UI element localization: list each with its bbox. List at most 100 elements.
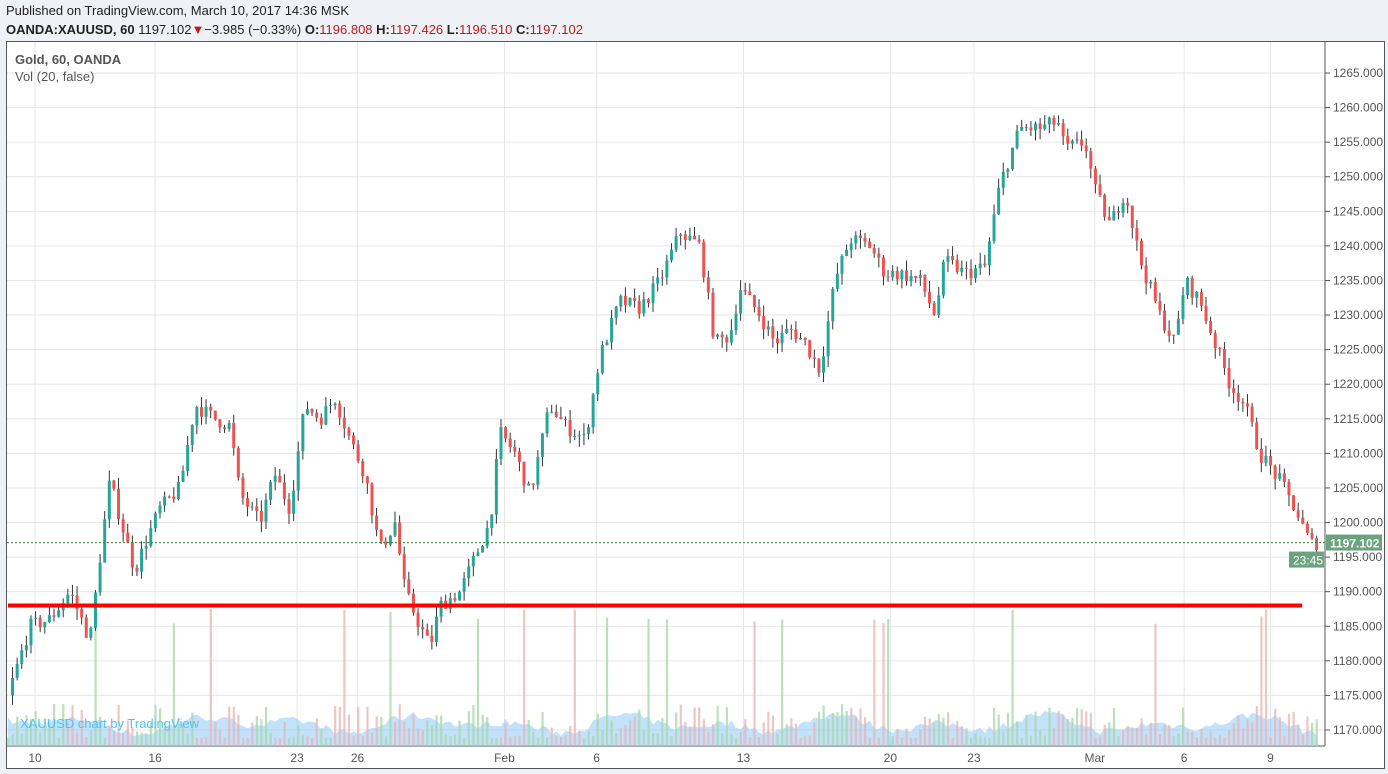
- volume-bar: [1112, 708, 1116, 746]
- volume-bar: [702, 719, 705, 746]
- volume-bar: [546, 737, 549, 746]
- candle-body: [1245, 403, 1249, 407]
- candle-body: [614, 306, 618, 319]
- candle-body: [803, 338, 807, 341]
- volume-bar: [790, 718, 793, 746]
- candle-body: [591, 394, 595, 428]
- candle-body: [914, 275, 918, 279]
- candle-body: [117, 488, 121, 520]
- volume-bar: [762, 722, 765, 746]
- volume-bar: [1020, 737, 1023, 746]
- volume-bar: [80, 709, 83, 746]
- volume-bar: [504, 723, 507, 746]
- volume-bar: [338, 706, 341, 746]
- candle-body: [1020, 126, 1024, 131]
- candle-body: [1149, 281, 1153, 284]
- volume-bar: [1232, 723, 1235, 746]
- candle-body: [324, 406, 328, 425]
- volume-bar: [1103, 724, 1106, 746]
- candle-body: [1112, 211, 1116, 221]
- candle-body: [1305, 523, 1309, 533]
- volume-bar: [781, 619, 784, 746]
- candle-body: [213, 410, 217, 420]
- candle-body: [34, 617, 38, 619]
- candle-body: [674, 235, 678, 250]
- volume-bar: [343, 609, 346, 746]
- candle-body: [932, 303, 936, 315]
- candle-body: [646, 299, 650, 303]
- x-tick-label: 10: [28, 751, 42, 765]
- volume-bar: [647, 618, 650, 746]
- volume-bar: [707, 731, 710, 746]
- candle-body: [167, 496, 171, 498]
- candle-body: [1218, 348, 1222, 350]
- volume-bar: [693, 707, 696, 746]
- volume-bar: [440, 715, 443, 746]
- volume-bar: [218, 729, 222, 746]
- candle-body: [964, 267, 968, 269]
- candle-body: [356, 444, 360, 462]
- candle-body: [858, 235, 862, 238]
- volume-bar: [366, 706, 369, 746]
- series-legend[interactable]: Gold, 60, OANDA: [15, 52, 122, 67]
- volume-legend[interactable]: Vol (20, false): [15, 69, 95, 84]
- candle-body: [1222, 348, 1226, 369]
- candle-body: [38, 617, 42, 628]
- candle-body: [29, 618, 33, 646]
- candle-body: [227, 422, 231, 429]
- volume-bar: [633, 716, 636, 746]
- candle-body: [1126, 202, 1130, 206]
- volume-bar: [89, 730, 93, 746]
- candle-body: [941, 261, 945, 296]
- candle-body: [1250, 406, 1254, 423]
- volume-bar: [389, 611, 392, 746]
- volume-bar: [569, 725, 572, 746]
- volume-bar: [900, 737, 904, 746]
- candle-body: [347, 428, 351, 436]
- candle-body: [1292, 495, 1296, 511]
- published-note: Published on TradingView.com, March 10, …: [6, 3, 350, 18]
- candle-body: [849, 243, 853, 250]
- candle-body: [24, 645, 28, 651]
- candle-body: [223, 427, 227, 429]
- candle-body: [946, 255, 950, 262]
- volume-bar: [1066, 718, 1069, 746]
- y-tick-label: 1180.000: [1333, 654, 1382, 668]
- candle-body: [1029, 127, 1033, 131]
- candle-body: [660, 277, 664, 279]
- x-tick-label: 20: [884, 751, 898, 765]
- candle-body: [1001, 171, 1005, 188]
- volume-bar: [541, 711, 544, 746]
- candle-body: [126, 532, 130, 543]
- volume-bar: [1025, 715, 1028, 746]
- candle-body: [1273, 465, 1277, 479]
- volume-bar: [311, 737, 314, 746]
- volume-bar: [237, 714, 240, 746]
- candle-body: [1227, 368, 1231, 389]
- candle-body: [1015, 130, 1019, 148]
- candle-body: [1209, 321, 1213, 334]
- candle-body: [808, 340, 812, 358]
- volume-bar: [1195, 737, 1198, 746]
- volume-bar: [1255, 706, 1258, 746]
- candle-body: [969, 268, 973, 279]
- candle-body: [1158, 301, 1162, 311]
- candle-body: [1153, 281, 1157, 302]
- candle-body: [702, 241, 706, 278]
- candle-body: [886, 276, 890, 278]
- candle-body: [633, 297, 637, 301]
- volume-bar: [324, 737, 328, 746]
- candle-body: [983, 263, 987, 266]
- candle-body: [70, 594, 74, 596]
- candle-body: [688, 235, 692, 240]
- volume-bar: [624, 725, 627, 746]
- candle-body: [52, 615, 56, 617]
- volume-bar: [1209, 731, 1212, 746]
- candle-body: [527, 483, 531, 486]
- candle-body: [1282, 473, 1286, 482]
- volume-bar: [1094, 737, 1097, 746]
- candle-body: [1264, 456, 1268, 463]
- volume-bar: [675, 712, 678, 746]
- y-tick-label: 1175.000: [1333, 688, 1382, 702]
